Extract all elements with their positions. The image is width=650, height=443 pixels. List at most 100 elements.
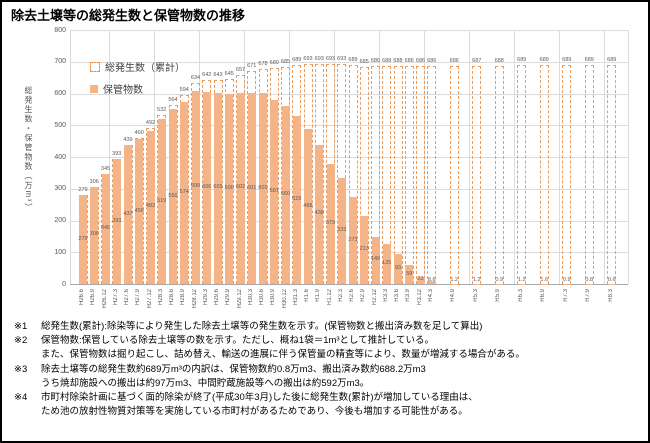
storage-value-label: 345 (100, 225, 111, 232)
horizontal-gridline (71, 157, 628, 158)
storage-value-label: 213 (359, 246, 369, 253)
horizontal-gridline (71, 93, 628, 95)
storage-value-label: 574 (179, 188, 189, 195)
cumulative-value-label: 689 (539, 57, 549, 64)
cumulative-value-label: 685 (359, 58, 369, 65)
storage-bar (101, 174, 110, 284)
cumulative-value-label: 685 (280, 58, 291, 65)
storage-bar (259, 93, 267, 284)
storage-bar (270, 99, 279, 284)
storage-bar (360, 216, 369, 284)
storage-bar (405, 265, 414, 284)
cumulative-bar (427, 66, 437, 284)
y-axis-tick-label: 700 (54, 58, 66, 66)
storage-bar (315, 144, 324, 284)
x-axis-tick-label: R7.9 (585, 289, 592, 302)
x-axis-tick-label: H29.6 (214, 289, 220, 306)
cumulative-bar (371, 66, 380, 284)
x-axis-tick-label: H30.3 (247, 289, 254, 306)
cumulative-value-label: 689 (607, 57, 617, 64)
storage-bar (202, 91, 211, 284)
storage-bar (349, 197, 357, 284)
cumulative-value-label: 393 (112, 151, 122, 158)
x-axis-tick-label: R7.3 (562, 289, 569, 302)
x-axis-tick-label: R1.12 (326, 289, 333, 306)
cumulative-value-label: 693 (337, 55, 347, 62)
cumulative-value-label: 645 (224, 71, 234, 78)
x-axis-tick-label: R3.6 (394, 289, 400, 302)
storage-bar (180, 101, 189, 284)
storage-value-label: 273 (348, 236, 358, 243)
storage-bar (304, 129, 312, 284)
storage-value-label: 393 (112, 217, 122, 224)
cumulative-bar (494, 65, 504, 284)
cumulative-bar (517, 65, 527, 284)
x-axis-tick-label: R2.9 (360, 289, 367, 302)
storage-value-label: 483 (145, 203, 156, 210)
storage-value-label: 601 (258, 184, 268, 191)
storage-value-label: 1.2 (517, 277, 526, 283)
footnote-line: うち焼却施設への搬出は約97万m3、中間貯蔵施設等への搬出は約592万m3。 (14, 377, 644, 391)
cumulative-bar (393, 65, 403, 284)
storage-value-label: 603 (213, 184, 223, 191)
cumulative-value-label: 693 (325, 55, 336, 62)
cumulative-bar (359, 66, 369, 284)
chart-legend: 総発生数（累計） 保管物数 (90, 59, 185, 103)
storage-bar (112, 159, 121, 284)
storage-value-label: 23 (417, 276, 424, 283)
legend-item-storage: 保管物数 (90, 81, 185, 96)
storage-value-label: 149 (370, 256, 381, 263)
storage-bar (214, 92, 222, 284)
storage-value-label: 1.6 (540, 277, 549, 283)
x-axis-tick-label: R2.3 (337, 289, 344, 302)
x-axis-tick-label: R2.12 (371, 289, 378, 306)
horizontal-gridline (71, 30, 628, 31)
cumulative-value-label: 671 (247, 62, 257, 69)
footnote-text: うち焼却施設への搬出は約97万m3、中間貯蔵施設等への搬出は約592万m3。 (41, 377, 370, 389)
storage-value-label: 606 (202, 183, 212, 190)
cumulative-value-label: 686 (370, 58, 381, 65)
footnote-text: 除去土壌等の総発生数約689万m³の内訳は、保管物数約0.8万m3、搬出済み数約… (41, 363, 426, 375)
footnote-marker: ※3 (14, 363, 28, 375)
x-axis-tick-label: R6.3 (517, 289, 524, 302)
storage-bar (124, 145, 132, 284)
storage-bar (416, 276, 425, 284)
storage-value-label: 93 (394, 265, 402, 272)
cumulative-value-label: 279 (78, 187, 88, 194)
footnote-text: 総発生数(累計):除染等により発生した除去土壌等の発生数を示す。(保管物数と搬出… (41, 321, 483, 332)
cumulative-bar (562, 65, 572, 284)
storage-bar (540, 283, 549, 284)
storage-bar (236, 92, 245, 284)
storage-bar (225, 93, 234, 284)
footnote-line: ※2 保管物数:保管している除去土壌等の数を示す。ただし、概ね1袋＝1m³として推… (14, 334, 644, 348)
x-axis-tick-label: H29.3 (202, 289, 209, 306)
legend-label-cumulative: 総発生数（累計） (105, 63, 185, 74)
cumulative-value-label: 306 (89, 178, 99, 185)
storage-value-label: 125 (382, 260, 392, 267)
footnote-text: 保管物数:保管している除去土壌等の数を示す。ただし、概ね1袋＝1m³として推計し… (41, 335, 434, 347)
cumulative-value-label: 688 (494, 57, 504, 64)
dashed-bar-swatch-icon (90, 61, 100, 72)
storage-value-label: 59 (406, 270, 413, 277)
footnote-marker: ※1 (14, 321, 28, 332)
storage-bar (427, 281, 436, 284)
chart-title: 除去土壌等の総発生数と保管物数の推移 (11, 8, 246, 23)
storage-value-label: 0.6 (607, 277, 616, 283)
storage-value-label: 602 (235, 184, 246, 191)
x-axis-tick-label: R6.9 (540, 289, 547, 302)
storage-value-label: 379 (325, 219, 336, 226)
vertical-gridline (109, 30, 111, 284)
x-axis-tick-label: H26.9 (90, 289, 97, 306)
storage-value-label: 581 (269, 187, 279, 194)
cumulative-bar (416, 66, 425, 284)
cumulative-value-label: 564 (168, 96, 178, 103)
cumulative-value-label: 687 (472, 57, 482, 64)
cumulative-value-label: 689 (292, 57, 302, 64)
x-axis-tick-label: H27.6 (124, 289, 130, 306)
cumulative-value-label: 642 (202, 72, 212, 79)
legend-label-storage: 保管物数 (103, 85, 143, 96)
x-axis-tick-label: H27.9 (135, 289, 142, 306)
x-axis-tick-label: R4.3 (427, 289, 434, 302)
cumulative-value-label: 678 (258, 60, 268, 67)
